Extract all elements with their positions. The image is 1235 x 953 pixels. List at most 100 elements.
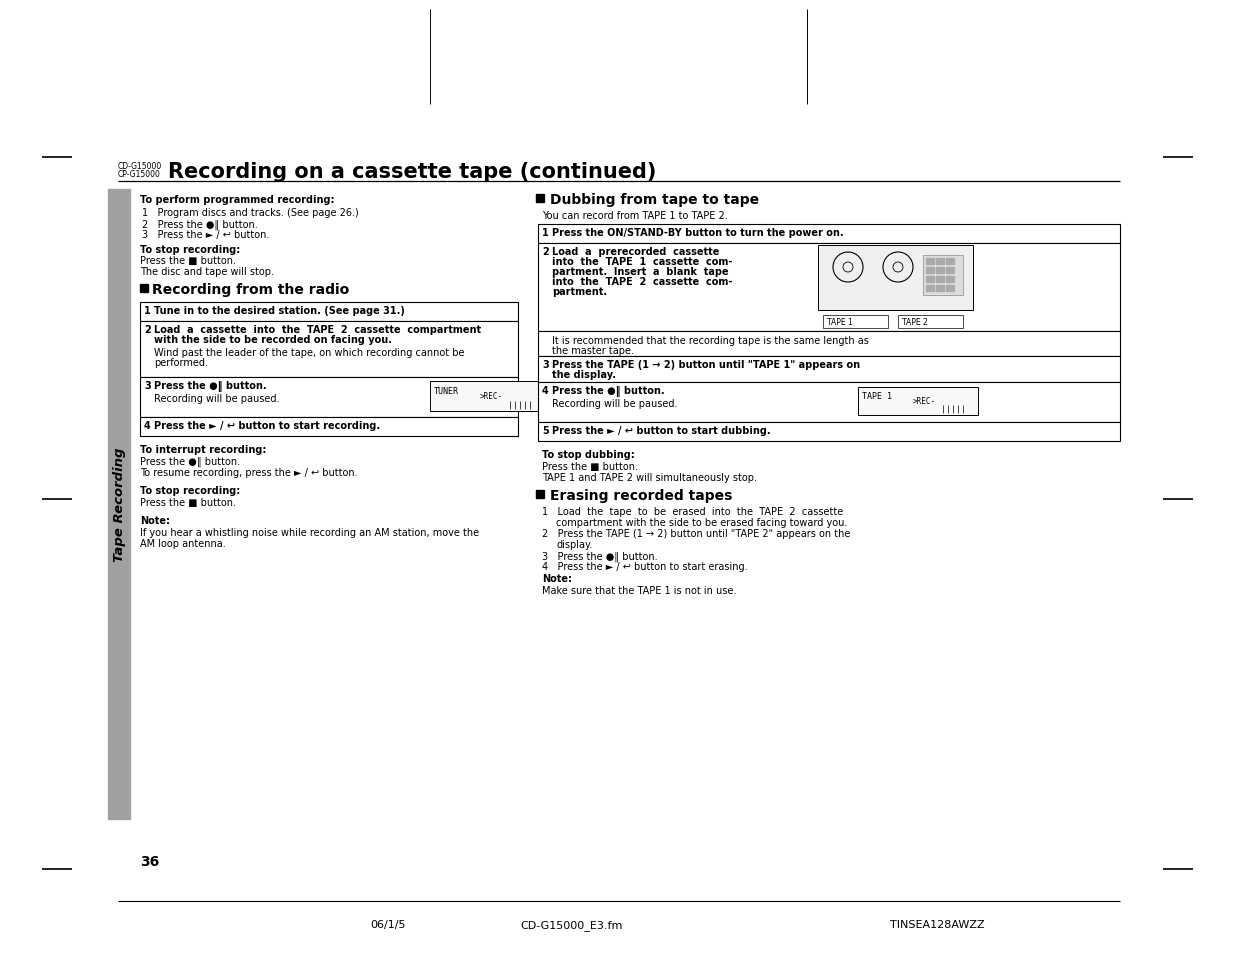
Text: TINSEA128AWZZ: TINSEA128AWZZ: [890, 919, 984, 929]
Text: Tune in to the desired station. (See page 31.): Tune in to the desired station. (See pag…: [154, 306, 405, 315]
Bar: [936, 286, 944, 292]
Bar: [538, 225, 1120, 244]
Text: 2: 2: [542, 247, 548, 256]
Text: Make sure that the TAPE 1 is not in use.: Make sure that the TAPE 1 is not in use.: [542, 585, 736, 596]
Text: partment.: partment.: [552, 287, 608, 296]
Bar: [926, 286, 934, 292]
Text: Press the ■ button.: Press the ■ button.: [140, 497, 236, 507]
Bar: [898, 315, 963, 329]
Text: Press the ■ button.: Press the ■ button.: [140, 255, 236, 266]
Text: compartment with the side to be erased facing toward you.: compartment with the side to be erased f…: [556, 517, 847, 527]
Text: partment.  Insert  a  blank  tape: partment. Insert a blank tape: [552, 267, 729, 276]
Bar: [140, 417, 517, 436]
Text: Press the ■ button.: Press the ■ button.: [542, 461, 638, 472]
Text: Wind past the leader of the tape, on which recording cannot be: Wind past the leader of the tape, on whi…: [154, 348, 464, 357]
Text: TAPE 1: TAPE 1: [827, 317, 852, 327]
Text: 3   Press the ► / ↩ button.: 3 Press the ► / ↩ button.: [142, 230, 269, 240]
Text: Load  a  prerecorded  cassette: Load a prerecorded cassette: [552, 247, 719, 256]
Text: performed.: performed.: [154, 357, 207, 368]
Bar: [538, 332, 1120, 356]
Bar: [946, 268, 953, 274]
Text: To stop recording:: To stop recording:: [140, 485, 241, 496]
Bar: [823, 315, 888, 329]
Text: into  the  TAPE  1  cassette  com-: into the TAPE 1 cassette com-: [552, 256, 732, 267]
Bar: [107, 190, 130, 820]
Bar: [536, 194, 543, 203]
Bar: [926, 276, 934, 283]
Bar: [936, 268, 944, 274]
Text: Recording on a cassette tape (continued): Recording on a cassette tape (continued): [168, 162, 656, 182]
Text: To perform programmed recording:: To perform programmed recording:: [140, 194, 335, 205]
Text: CP-G15000: CP-G15000: [119, 170, 161, 179]
Text: 4   Press the ► / ↩ button to start erasing.: 4 Press the ► / ↩ button to start erasin…: [542, 561, 747, 572]
Text: Recording from the radio: Recording from the radio: [152, 283, 350, 296]
Text: To interrupt recording:: To interrupt recording:: [140, 444, 267, 455]
Bar: [946, 258, 953, 265]
Text: 06/1/5: 06/1/5: [370, 919, 405, 929]
Text: To stop dubbing:: To stop dubbing:: [542, 450, 635, 459]
Bar: [858, 388, 978, 416]
Text: Tape Recording: Tape Recording: [112, 447, 126, 561]
Text: into  the  TAPE  2  cassette  com-: into the TAPE 2 cassette com-: [552, 276, 732, 287]
Text: TAPE 1: TAPE 1: [862, 392, 892, 400]
Text: the master tape.: the master tape.: [552, 346, 634, 355]
Text: If you hear a whistling noise while recording an AM station, move the: If you hear a whistling noise while reco…: [140, 527, 479, 537]
Text: 1: 1: [542, 228, 548, 237]
Text: >REC-: >REC-: [913, 396, 936, 406]
Bar: [936, 258, 944, 265]
Text: It is recommended that the recording tape is the same length as: It is recommended that the recording tap…: [552, 335, 869, 346]
Text: 2: 2: [144, 325, 151, 335]
Text: Note:: Note:: [542, 574, 572, 583]
Text: 2   Press the ●‖ button.: 2 Press the ●‖ button.: [142, 219, 258, 230]
Text: Dubbing from tape to tape: Dubbing from tape to tape: [550, 193, 760, 207]
Bar: [946, 286, 953, 292]
Text: Press the ► / ↩ button to start recording.: Press the ► / ↩ button to start recordin…: [154, 420, 380, 431]
Text: Press the ●‖ button.: Press the ●‖ button.: [140, 456, 240, 467]
Text: Press the ●‖ button.: Press the ●‖ button.: [154, 380, 267, 392]
Text: Press the ON/STAND-BY button to turn the power on.: Press the ON/STAND-BY button to turn the…: [552, 228, 844, 237]
Bar: [140, 303, 517, 322]
Bar: [538, 244, 1120, 332]
Text: 36: 36: [140, 854, 159, 868]
Bar: [538, 382, 1120, 422]
Bar: [936, 276, 944, 283]
Bar: [926, 268, 934, 274]
Bar: [818, 246, 973, 311]
Text: Recording will be paused.: Recording will be paused.: [552, 398, 678, 409]
Bar: [923, 255, 963, 295]
Text: 2   Press the TAPE (1 → 2) button until "TAPE 2" appears on the: 2 Press the TAPE (1 → 2) button until "T…: [542, 529, 851, 538]
Bar: [926, 258, 934, 265]
Text: 1   Load  the  tape  to  be  erased  into  the  TAPE  2  cassette: 1 Load the tape to be erased into the TA…: [542, 506, 844, 517]
Text: Press the TAPE (1 → 2) button until "TAPE 1" appears on: Press the TAPE (1 → 2) button until "TAP…: [552, 359, 860, 370]
Text: >REC-: >REC-: [480, 392, 503, 400]
Text: with the side to be recorded on facing you.: with the side to be recorded on facing y…: [154, 335, 391, 345]
Text: To resume recording, press the ► / ↩ button.: To resume recording, press the ► / ↩ but…: [140, 468, 358, 477]
Text: TUNER: TUNER: [433, 387, 459, 395]
Text: display.: display.: [556, 539, 593, 550]
Text: You can record from TAPE 1 to TAPE 2.: You can record from TAPE 1 to TAPE 2.: [542, 211, 727, 221]
Text: Note:: Note:: [140, 516, 170, 525]
Text: 1: 1: [144, 306, 151, 315]
Text: Load  a  cassette  into  the  TAPE  2  cassette  compartment: Load a cassette into the TAPE 2 cassette…: [154, 325, 482, 335]
Text: CD-G15000: CD-G15000: [119, 162, 162, 171]
Bar: [430, 381, 550, 412]
Text: 1   Program discs and tracks. (See page 26.): 1 Program discs and tracks. (See page 26…: [142, 208, 358, 218]
Text: 4: 4: [542, 386, 548, 395]
Bar: [946, 276, 953, 283]
Bar: [140, 377, 517, 417]
Text: CD-G15000_E3.fm: CD-G15000_E3.fm: [520, 919, 622, 930]
Text: Press the ●‖ button.: Press the ●‖ button.: [552, 386, 664, 396]
Text: Erasing recorded tapes: Erasing recorded tapes: [550, 489, 732, 502]
Text: 3: 3: [542, 359, 548, 370]
Text: 3: 3: [144, 380, 151, 391]
Text: TAPE 1 and TAPE 2 will simultaneously stop.: TAPE 1 and TAPE 2 will simultaneously st…: [542, 473, 757, 482]
Text: 5: 5: [542, 426, 548, 436]
Text: The disc and tape will stop.: The disc and tape will stop.: [140, 267, 274, 276]
Bar: [140, 285, 148, 293]
Text: AM loop antenna.: AM loop antenna.: [140, 538, 226, 548]
Text: Press the ► / ↩ button to start dubbing.: Press the ► / ↩ button to start dubbing.: [552, 426, 771, 436]
Text: 4: 4: [144, 420, 151, 431]
Bar: [538, 422, 1120, 441]
Bar: [536, 491, 543, 498]
Text: 3   Press the ●‖ button.: 3 Press the ●‖ button.: [542, 551, 657, 561]
